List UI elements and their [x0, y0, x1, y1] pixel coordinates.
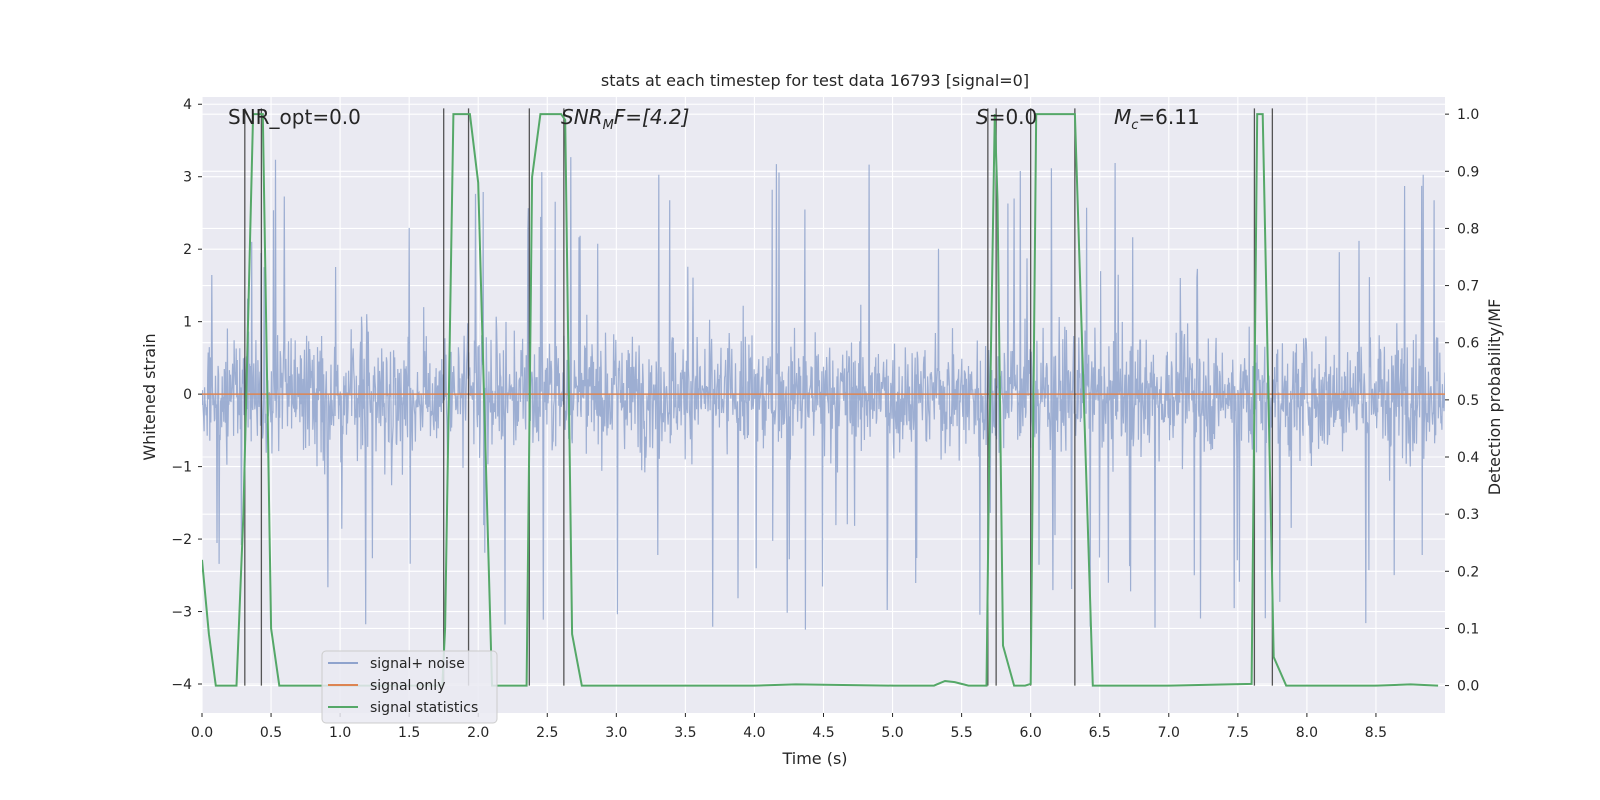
annotation-s: S=0.0	[976, 105, 1037, 129]
annotation-snr-opt: SNR_opt=0.0	[228, 105, 361, 129]
x-tick-label: 6.0	[1020, 725, 1042, 741]
x-tick-label: 5.0	[881, 725, 903, 741]
x-tick-label: 4.5	[812, 725, 834, 741]
y-left-tick-label: 0	[183, 387, 192, 403]
signal-noise-line	[202, 157, 1445, 630]
x-tick-label: 5.5	[950, 725, 972, 741]
y-right-tick-label: 0.9	[1457, 164, 1479, 180]
x-axis-label: Time (s)	[781, 749, 847, 768]
legend-label-signal-only: signal only	[370, 678, 445, 694]
y-left-axis-ticks: −4 −3 −2 −1 0 1 2 3 4	[171, 97, 202, 693]
y-right-tick-label: 0.5	[1457, 393, 1479, 409]
chart-title: stats at each timestep for test data 167…	[601, 71, 1029, 90]
y-right-tick-label: 0.3	[1457, 507, 1479, 523]
y-left-tick-label: 4	[183, 97, 192, 113]
x-tick-label: 0.0	[191, 725, 213, 741]
annotation-mc: Mc=6.11	[1114, 105, 1200, 133]
x-tick-label: 8.0	[1296, 725, 1318, 741]
y-left-tick-label: 1	[183, 315, 192, 331]
y-left-tick-label: −2	[171, 532, 192, 548]
y-left-tick-label: −3	[171, 605, 192, 621]
y-right-axis-label: Detection probability/MF	[1485, 299, 1504, 496]
signal-noise-series	[202, 157, 1445, 630]
x-tick-label: 2.5	[536, 725, 558, 741]
y-right-tick-label: 0.1	[1457, 621, 1479, 637]
legend-label-signal-statistics: signal statistics	[370, 700, 478, 716]
legend-label-signal-noise: signal+ noise	[370, 656, 465, 672]
x-tick-label: 7.0	[1158, 725, 1180, 741]
annotation-snr-mf: SNRMF=[4.2]	[561, 105, 689, 133]
y-left-tick-label: 3	[183, 170, 192, 186]
y-left-tick-label: −1	[171, 460, 192, 476]
x-tick-label: 8.5	[1365, 725, 1387, 741]
y-left-tick-label: 2	[183, 242, 192, 258]
y-right-tick-label: 0.2	[1457, 564, 1479, 580]
y-right-tick-label: 0.8	[1457, 221, 1479, 237]
x-tick-label: 6.5	[1089, 725, 1111, 741]
legend: signal+ noise signal only signal statist…	[321, 650, 498, 724]
y-left-axis-label: Whitened strain	[140, 333, 159, 460]
y-right-tick-label: 1.0	[1457, 107, 1479, 123]
x-tick-label: 3.0	[605, 725, 627, 741]
y-right-axis-ticks: 0.0 0.1 0.2 0.3 0.4 0.5 0.6 0.7 0.8 0.9 1.0	[1445, 107, 1479, 695]
x-tick-label: 1.0	[329, 725, 351, 741]
x-tick-label: 7.5	[1227, 725, 1249, 741]
x-axis-ticks: 0.0 0.5 1.0 1.5 2.0 2.5 3.0 3.5 4.0 4.5 5.0 5.5 6.0 6…	[191, 713, 1387, 741]
y-left-tick-label: −4	[171, 677, 192, 693]
x-tick-label: 2.0	[467, 725, 489, 741]
x-tick-label: 0.5	[260, 725, 282, 741]
y-right-tick-label: 0.6	[1457, 336, 1479, 352]
x-tick-label: 4.0	[743, 725, 765, 741]
y-right-tick-label: 0.0	[1457, 679, 1479, 695]
y-right-tick-label: 0.7	[1457, 279, 1479, 295]
legend-box	[321, 650, 498, 724]
x-tick-label: 1.5	[398, 725, 420, 741]
x-tick-label: 3.5	[674, 725, 696, 741]
y-right-tick-label: 0.4	[1457, 450, 1479, 466]
